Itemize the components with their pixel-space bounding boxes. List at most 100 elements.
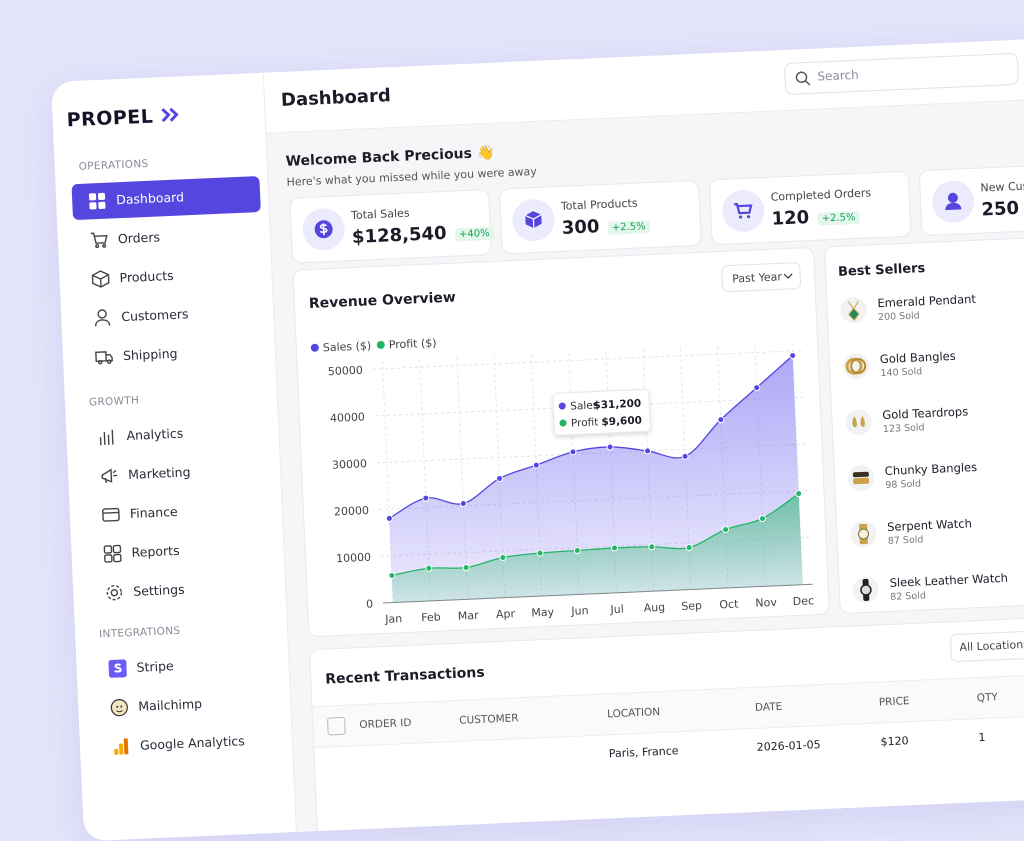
nav-icon: [91, 270, 110, 288]
stat-value: 120: [771, 207, 810, 230]
top-bar: Dashboard Search: [263, 36, 1024, 134]
stats-row: Total Sales $128,540 +40% Total Products 300…: [264, 37, 1024, 264]
y-tick-label: 50000: [328, 364, 364, 379]
revenue-card: Revenue Overview Past Year Sales ($) Prof…: [292, 246, 830, 638]
stat-change: +2.5%: [607, 220, 650, 235]
legend-dot: [310, 343, 319, 352]
table-cell: $120: [880, 734, 909, 749]
legend-label: Profit ($): [389, 336, 437, 351]
stat-card: Completed Orders 120 +2.5%: [708, 170, 912, 246]
data-point: [606, 443, 614, 451]
product-sold: 200 Sold: [877, 310, 920, 324]
y-tick-label: 0: [366, 597, 374, 610]
nav-item[interactable]: Shipping: [122, 345, 178, 364]
search-icon: [795, 71, 811, 86]
data-point: [681, 452, 689, 460]
app-window: PROPEL OPERATIONS Dashboard Orders Products…: [51, 36, 1024, 841]
stat-icon: [512, 199, 555, 242]
stat-card: Total Products 300 +2.5%: [499, 179, 702, 255]
nav-icon: [106, 585, 123, 601]
product-sold: 82 Sold: [890, 590, 927, 603]
data-point: [648, 543, 656, 551]
data-point: [388, 571, 396, 579]
column-header: CUSTOMER: [458, 712, 519, 727]
nav-item[interactable]: Google Analytics: [139, 733, 246, 753]
location-filter-label: All Locations: [959, 637, 1024, 654]
product-name: Serpent Watch: [886, 516, 973, 534]
transactions-card: Recent Transactions All Locations ORDER …: [308, 615, 1024, 841]
stat-label: Total Products: [560, 196, 638, 213]
nav-item[interactable]: Marketing: [127, 464, 191, 482]
data-point: [499, 553, 507, 561]
data-point: [685, 543, 693, 551]
data-point: [573, 546, 581, 554]
tooltip-label: Sales: [570, 399, 598, 412]
nav-icon: [108, 659, 127, 678]
data-point: [425, 564, 433, 572]
location-filter[interactable]: All Locations: [949, 628, 1024, 663]
table-cell: 2026-01-05: [756, 738, 821, 754]
welcome-subtitle: Here's what you missed while you were aw…: [286, 164, 538, 189]
brand-logo: PROPEL: [66, 104, 183, 131]
tooltip-dot: [559, 419, 567, 427]
nav-item[interactable]: Stripe: [136, 658, 174, 675]
nav-icon: [99, 429, 114, 446]
data-point: [496, 474, 504, 482]
period-label: Past Year: [732, 270, 783, 285]
stat-icon: [722, 189, 765, 232]
data-point: [385, 514, 393, 522]
nav-item[interactable]: Settings: [132, 581, 185, 599]
section-heading: INTEGRATIONS: [98, 624, 181, 641]
product-sold: 140 Sold: [880, 366, 923, 380]
nav-item[interactable]: Analytics: [126, 425, 184, 444]
select-all-checkbox[interactable]: [326, 716, 346, 736]
nav-item[interactable]: Reports: [131, 542, 180, 560]
data-point: [532, 461, 540, 469]
product-thumb: [843, 353, 870, 380]
stat-icon: [302, 208, 345, 251]
nav-item[interactable]: Customers: [120, 306, 189, 325]
nav-icon: [114, 738, 129, 755]
x-tick-label: Jul: [609, 603, 624, 617]
y-tick-label: 10000: [336, 551, 372, 566]
brand-mark: [161, 107, 179, 123]
product-sold: 98 Sold: [885, 478, 922, 491]
x-tick-label: May: [531, 606, 555, 620]
section-heading: OPERATIONS: [78, 157, 149, 173]
data-point: [753, 384, 761, 392]
stat-change: +40%: [454, 226, 494, 242]
table-header: [312, 672, 1024, 749]
nav-item[interactable]: Mailchimp: [137, 696, 203, 714]
grid-line: [372, 349, 803, 370]
data-point: [758, 515, 766, 523]
nav-item[interactable]: Products: [119, 267, 174, 286]
stat-label: Total Sales: [350, 206, 410, 223]
main-area: Dashboard Search Welcome Back Precious 👋…: [262, 36, 1024, 841]
legend-label: Sales ($): [323, 339, 372, 354]
column-header: PRICE: [878, 695, 910, 709]
search-box[interactable]: Search: [783, 52, 1020, 95]
data-point: [459, 499, 467, 507]
best-sellers-title: Best Sellers: [837, 261, 926, 280]
x-tick-label: Jun: [570, 604, 589, 618]
data-point: [789, 352, 797, 360]
data-point: [569, 448, 577, 456]
section-heading: GROWTH: [88, 394, 140, 409]
nav-item[interactable]: Dashboard: [115, 189, 185, 208]
data-point: [536, 549, 544, 557]
x-tick-label: Feb: [421, 611, 441, 625]
table-cell: 1: [978, 730, 986, 745]
data-point: [610, 544, 618, 552]
nav-item[interactable]: Orders: [117, 229, 161, 247]
nav-icon: [88, 192, 106, 210]
period-dropdown[interactable]: [721, 262, 801, 293]
product-sold: 123 Sold: [882, 422, 925, 436]
stat-label: Completed Orders: [770, 186, 872, 204]
nav-item[interactable]: Finance: [129, 503, 179, 521]
grid-line-vertical: [381, 360, 394, 603]
table-cell: Paris, France: [608, 744, 679, 761]
product-thumb: [852, 576, 879, 603]
stat-label: New Customers: [980, 177, 1024, 195]
tooltip-value: $9,600: [601, 415, 642, 429]
